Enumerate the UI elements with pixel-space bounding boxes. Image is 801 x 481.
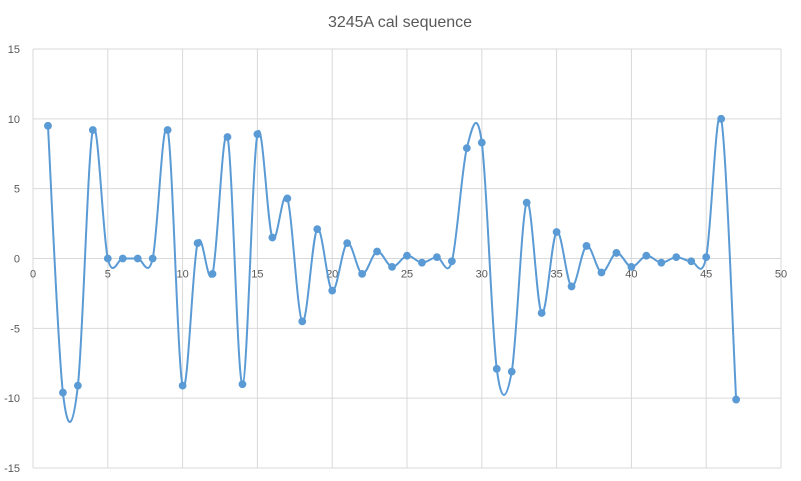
data-point xyxy=(477,138,486,147)
x-tick-label: 35 xyxy=(550,269,562,281)
x-tick-label: 5 xyxy=(105,269,111,281)
chart-title: 3245A cal sequence xyxy=(328,14,472,31)
data-point xyxy=(582,242,591,250)
data-point xyxy=(507,367,516,376)
data-point xyxy=(657,258,666,267)
data-point xyxy=(537,309,546,317)
y-tick-label: 0 xyxy=(14,254,20,266)
data-point xyxy=(148,254,157,263)
x-tick-label: 30 xyxy=(476,269,488,281)
data-point xyxy=(343,239,352,248)
data-point xyxy=(552,228,561,236)
data-point xyxy=(732,395,741,404)
data-point xyxy=(403,251,411,260)
y-tick-label: -5 xyxy=(10,323,20,335)
x-tick-label: 25 xyxy=(401,269,413,281)
x-tick-label: 50 xyxy=(775,269,787,281)
y-tick-label: -15 xyxy=(4,463,20,475)
data-point xyxy=(313,225,322,234)
data-point xyxy=(492,364,501,373)
data-point xyxy=(163,126,172,134)
data-point xyxy=(133,254,142,263)
data-point xyxy=(447,257,456,266)
data-point xyxy=(433,253,441,262)
x-tick-label: 0 xyxy=(30,269,36,281)
x-tick-label: 40 xyxy=(625,269,637,281)
y-tick-label: 15 xyxy=(8,44,20,56)
data-point xyxy=(462,144,471,153)
data-point xyxy=(193,239,202,248)
data-point xyxy=(103,254,112,263)
y-tick-label: 5 xyxy=(14,184,20,196)
data-point xyxy=(59,388,67,397)
data-point xyxy=(328,286,337,295)
data-point xyxy=(672,253,681,262)
data-point xyxy=(44,121,52,130)
data-point xyxy=(358,269,367,278)
data-point xyxy=(298,317,307,326)
data-point xyxy=(717,114,726,123)
data-point xyxy=(373,247,381,256)
data-point xyxy=(597,268,606,277)
x-tick-label: 45 xyxy=(700,269,712,281)
data-point xyxy=(283,194,292,203)
y-tick-label: -10 xyxy=(4,393,20,405)
data-point xyxy=(567,282,576,291)
series-line xyxy=(46,115,738,423)
data-point xyxy=(208,269,217,278)
data-point xyxy=(627,262,636,271)
data-point xyxy=(612,249,621,257)
data-point xyxy=(268,233,277,242)
data-point xyxy=(388,262,396,271)
data-point xyxy=(418,258,426,267)
data-point xyxy=(178,381,187,390)
data-point xyxy=(522,198,531,207)
data-point xyxy=(88,126,97,134)
data-point xyxy=(702,253,711,262)
data-point xyxy=(642,251,651,260)
data-point xyxy=(73,381,82,390)
data-point xyxy=(223,133,232,141)
data-point xyxy=(253,130,262,139)
data-point xyxy=(118,254,127,263)
data-point xyxy=(687,257,696,266)
series-layer xyxy=(44,114,741,423)
data-point xyxy=(238,380,247,389)
x-tick-label: 15 xyxy=(251,269,263,281)
y-tick-label: 10 xyxy=(8,114,20,126)
x-tick-label: 10 xyxy=(176,269,188,281)
